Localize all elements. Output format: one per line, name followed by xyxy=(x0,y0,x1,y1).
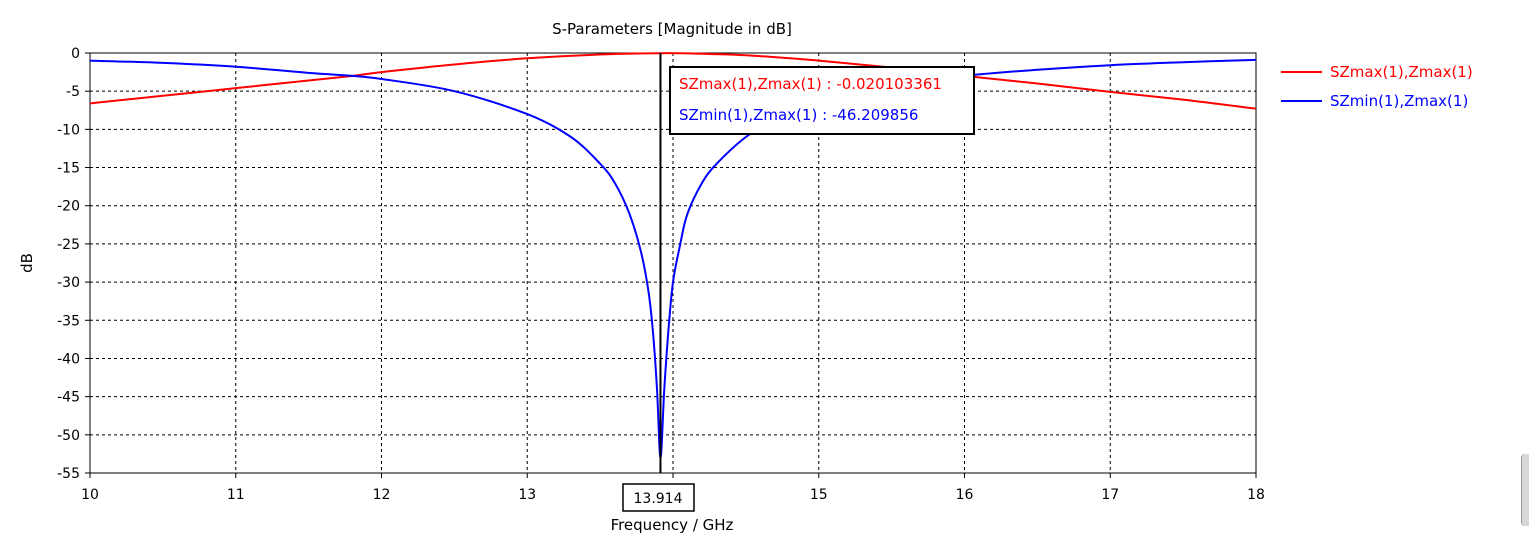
y-tick-label: -50 xyxy=(57,428,80,444)
chart-title: S-Parameters [Magnitude in dB] xyxy=(552,20,792,38)
marker-x-value: 13.914 xyxy=(634,491,683,507)
x-tick-label: 17 xyxy=(1101,487,1119,503)
marker-readout-blue: SZmin(1),Zmax(1) : -46.209856 xyxy=(679,106,918,124)
x-tick-label: 11 xyxy=(227,487,245,503)
y-tick-label: -5 xyxy=(66,84,80,100)
side-panel-handle[interactable] xyxy=(1521,454,1529,526)
x-tick-label: 10 xyxy=(81,487,99,503)
x-tick-label: 12 xyxy=(373,487,391,503)
marker-x-label[interactable]: 13.914 xyxy=(622,483,695,512)
x-tick-label: 16 xyxy=(956,487,974,503)
y-tick-label: -40 xyxy=(57,351,80,367)
y-tick-label: -35 xyxy=(57,313,80,329)
x-tick-label: 15 xyxy=(810,487,828,503)
legend-item-red[interactable]: SZmax(1),Zmax(1) xyxy=(1281,63,1473,81)
y-tick-label: -25 xyxy=(57,237,80,253)
marker-readout-red: SZmax(1),Zmax(1) : -0.020103361 xyxy=(679,75,942,93)
legend-label-blue: SZmin(1),Zmax(1) xyxy=(1330,92,1468,110)
x-axis-title: Frequency / GHz xyxy=(611,516,734,534)
y-tick-label: -20 xyxy=(57,199,80,215)
legend-label-red: SZmax(1),Zmax(1) xyxy=(1330,63,1473,81)
y-axis-title: dB xyxy=(18,253,36,273)
x-tick-label: 13 xyxy=(518,487,536,503)
y-axis-ticks: 0 -5 -10 -15 -20 -25 -30 -35 -40 -45 -50 -55 xyxy=(57,46,90,482)
marker-readout-box: SZmax(1),Zmax(1) : -0.020103361 SZmin(1)… xyxy=(669,66,975,135)
x-tick-label: 18 xyxy=(1247,487,1265,503)
y-tick-label: -55 xyxy=(57,466,80,482)
y-tick-label: -45 xyxy=(57,390,80,406)
legend-item-blue[interactable]: SZmin(1),Zmax(1) xyxy=(1281,92,1468,110)
legend: SZmax(1),Zmax(1) SZmin(1),Zmax(1) xyxy=(1281,63,1473,110)
y-tick-label: -10 xyxy=(57,122,80,138)
y-tick-label: -15 xyxy=(57,161,80,177)
y-tick-label: 0 xyxy=(71,46,80,62)
y-tick-label: -30 xyxy=(57,275,80,291)
